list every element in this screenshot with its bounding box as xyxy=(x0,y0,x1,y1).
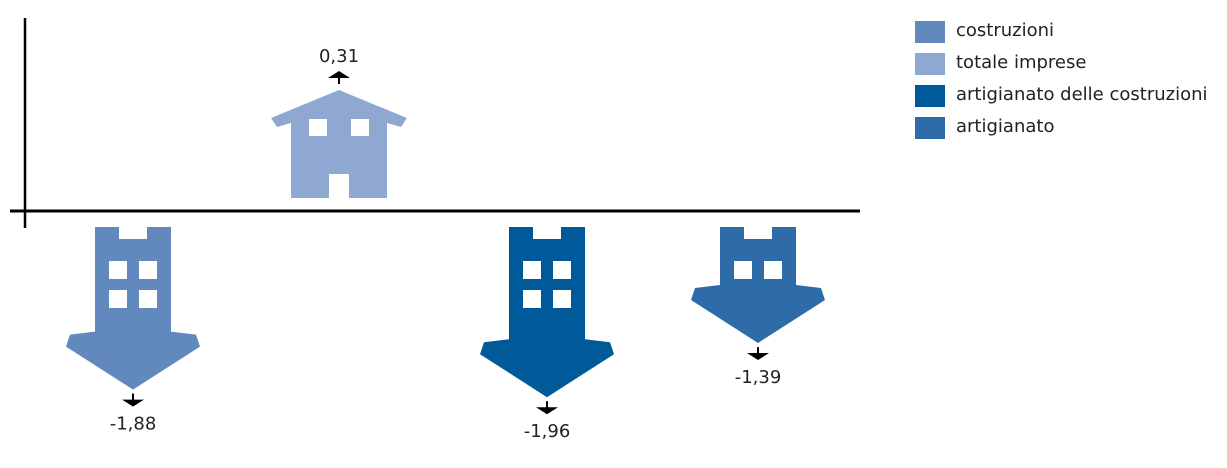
legend-label-costruzioni: costruzioni xyxy=(956,20,1055,41)
window-artigianato xyxy=(734,261,752,279)
legend-label-artigianato: artigianato xyxy=(956,116,1055,137)
window-costruzioni xyxy=(139,290,157,308)
legend-swatch-artigianato-costruzioni xyxy=(915,85,945,107)
window-artigianato-costruzioni xyxy=(523,290,541,308)
legend-swatch-costruzioni xyxy=(915,21,945,43)
legend-label-totale-imprese: totale imprese xyxy=(956,52,1087,73)
window-totale-imprese xyxy=(351,119,369,136)
window-totale-imprese xyxy=(309,119,327,136)
legend-label-artigianato-costruzioni: artigianato delle costruzioni xyxy=(956,84,1208,105)
window-costruzioni xyxy=(109,290,127,308)
value-marker-head-artigianato-costruzioni xyxy=(536,407,558,415)
legend-swatch-totale-imprese xyxy=(915,53,945,75)
value-marker-head-artigianato xyxy=(747,353,769,360)
building-arrow-costruzioni xyxy=(66,227,200,390)
building-arrow-artigianato-costruzioni xyxy=(480,227,614,398)
window-costruzioni xyxy=(139,261,157,279)
value-marker-head-totale-imprese xyxy=(328,71,350,78)
building-arrow-artigianato xyxy=(691,227,825,343)
value-marker-head-costruzioni xyxy=(122,399,144,407)
value-label-totale-imprese: 0,31 xyxy=(319,46,359,67)
legend-swatch-artigianato xyxy=(915,117,945,139)
window-artigianato xyxy=(764,261,782,279)
window-costruzioni xyxy=(109,261,127,279)
house-totale-imprese xyxy=(271,90,407,198)
value-label-artigianato: -1,39 xyxy=(735,367,782,388)
chart-marks: -1,88 0,31 -1,96 -1,39 xyxy=(66,46,825,442)
value-label-artigianato-costruzioni: -1,96 xyxy=(524,421,571,442)
window-artigianato-costruzioni xyxy=(553,290,571,308)
value-label-costruzioni: -1,88 xyxy=(110,414,157,435)
window-artigianato-costruzioni xyxy=(553,261,571,279)
window-artigianato-costruzioni xyxy=(523,261,541,279)
